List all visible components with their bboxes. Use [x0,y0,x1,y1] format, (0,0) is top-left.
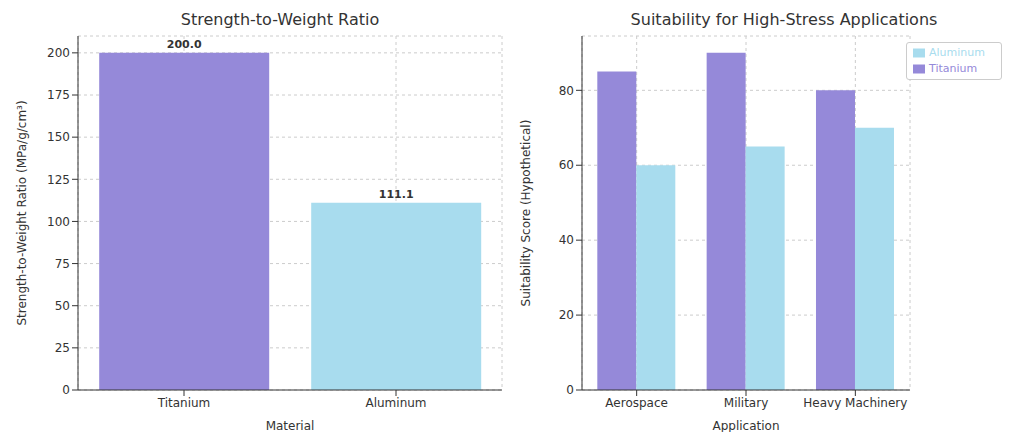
svg-text:Military: Military [724,396,768,410]
html-text:Suitability for High-Stress Ap: Suitability for High-Stress Applications [630,10,938,29]
html-text:Strength-to-Weight Ratio: Strength-to-Weight Ratio [180,10,380,29]
svg-text:100: 100 [47,215,70,229]
svg-text:Aerospace: Aerospace [605,396,668,410]
svg-text:0: 0 [566,383,574,397]
svg-text:Application: Application [712,419,779,432]
svg-text:20: 20 [559,308,574,322]
svg-text:0: 0 [62,383,70,397]
svg-text:150: 150 [47,130,70,144]
svg-text:Heavy Machinery: Heavy Machinery [803,396,907,410]
svg-text:Suitability Score (Hypothetica: Suitability Score (Hypothetical) [519,120,533,307]
svg-text:25: 25 [55,341,70,355]
svg-text:111.1: 111.1 [379,188,414,201]
svg-text:Aluminum: Aluminum [365,396,426,410]
html-text:Aluminum: Aluminum [929,46,985,59]
svg-text:Material: Material [266,419,315,432]
svg-text:175: 175 [47,88,70,102]
svg-text:40: 40 [559,233,574,247]
svg-text:200: 200 [47,46,70,60]
html-text:Titanium: Titanium [929,62,978,75]
svg-text:60: 60 [559,158,574,172]
svg-text:Strength-to-Weight Ratio (MPa/: Strength-to-Weight Ratio (MPa/g/cm³) [15,100,29,325]
svg-text:80: 80 [559,84,574,98]
svg-text:50: 50 [55,299,70,313]
svg-text:125: 125 [47,173,70,187]
svg-text:Titanium: Titanium [157,396,211,410]
svg-text:200.0: 200.0 [167,38,202,51]
svg-text:75: 75 [55,257,70,271]
